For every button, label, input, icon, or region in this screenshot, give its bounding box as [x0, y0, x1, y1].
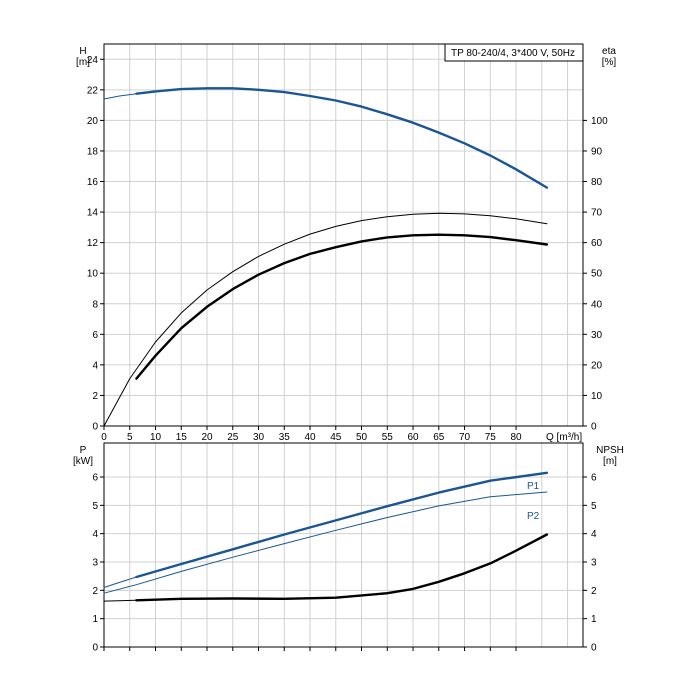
top-y-left-tick-label: 8	[92, 299, 98, 310]
top-x-tick-label: 10	[150, 432, 162, 443]
bottom-y-right-tick-label: 4	[591, 529, 597, 540]
bottom-series-line-1	[135, 471, 549, 579]
y-right-unit-top: [%]	[602, 57, 617, 68]
top-x-tick-label: 0	[101, 432, 107, 443]
top-series	[103, 87, 549, 427]
top-x-tick-label: 15	[176, 432, 188, 443]
bottom-y-right-tick-label: 5	[591, 501, 597, 512]
top-y-left-tick-label: 12	[87, 238, 99, 249]
top-y-left-tick-label: 10	[87, 269, 99, 280]
top-x-tick-label: 65	[433, 432, 445, 443]
bottom-y-left-tick-label: 4	[92, 529, 98, 540]
top-x-tick-label: 25	[227, 432, 239, 443]
top-axis-ticks: 0246810121416182022240102030405060708090…	[87, 55, 608, 443]
top-y-right-tick-label: 10	[591, 391, 603, 402]
chart-title: TP 80-240/4, 3*400 V, 50Hz	[451, 48, 575, 59]
top-y-right-tick-label: 30	[591, 330, 603, 341]
top-y-right-tick-label: 0	[591, 422, 597, 433]
bottom-grid	[104, 443, 583, 647]
top-y-left-tick-label: 22	[87, 85, 99, 96]
title-box: TP 80-240/4, 3*400 V, 50Hz	[444, 43, 584, 62]
bottom-y-left-tick-label: 2	[92, 586, 98, 597]
top-y-right-tick-label: 90	[591, 146, 603, 157]
bottom-y-left-tick-label: 1	[92, 614, 98, 625]
top-y-right-tick-label: 100	[591, 116, 608, 127]
bottom-y-left-tick-label: 5	[92, 501, 98, 512]
bottom-y-right-tick-label: 6	[591, 473, 597, 484]
top-y-left-tick-label: 18	[87, 146, 99, 157]
y-right-label-bottom: NPSH	[596, 445, 624, 456]
y-left-label-bottom: P	[80, 445, 87, 456]
top-y-right-tick-label: 50	[591, 269, 603, 280]
top-x-tick-label: 60	[407, 432, 419, 443]
top-series-line-2	[103, 212, 548, 427]
y-right-label-top: eta	[602, 46, 616, 57]
top-x-tick-label: 80	[510, 432, 522, 443]
bottom-y-left-tick-label: 3	[92, 558, 98, 569]
top-series-line-0	[103, 93, 137, 100]
top-x-tick-label: 20	[201, 432, 213, 443]
bottom-series-line-2	[103, 491, 548, 594]
bottom-axis-ticks: 0 1 2 3 4 5 6 0 1 2 3 4 5 6	[92, 473, 597, 654]
y-left-label-top: H	[79, 46, 86, 57]
y-left-unit-top: [m]	[76, 57, 90, 68]
top-y-left-tick-label: 16	[87, 177, 99, 188]
series-label-p1: P1	[527, 481, 540, 492]
top-y-right-tick-label: 80	[591, 177, 603, 188]
top-y-left-tick-label: 4	[92, 360, 98, 371]
top-y-left-tick-label: 20	[87, 116, 99, 127]
top-x-tick-label: 40	[304, 432, 316, 443]
bottom-y-right-tick-label: 1	[591, 614, 597, 625]
top-y-right-tick-label: 70	[591, 208, 603, 219]
y-right-unit-bottom: [m]	[603, 456, 617, 467]
top-series-line-3	[135, 233, 549, 380]
top-y-left-tick-label: 24	[87, 55, 99, 66]
series-label-p2: P2	[527, 511, 540, 522]
top-x-tick-label: 70	[459, 432, 471, 443]
top-y-right-tick-label: 60	[591, 238, 603, 249]
bottom-y-right-tick-label: 3	[591, 558, 597, 569]
top-y-right-tick-label: 20	[591, 360, 603, 371]
y-left-unit-bottom: [kW]	[73, 456, 93, 467]
top-series-line-1	[135, 87, 549, 189]
top-y-left-tick-label: 0	[92, 422, 98, 433]
bottom-series-line-4	[135, 533, 549, 602]
bottom-series-line-0	[103, 576, 137, 588]
top-x-tick-label: 75	[485, 432, 497, 443]
top-y-right-tick-label: 40	[591, 299, 603, 310]
bottom-y-left-tick-label: 0	[92, 643, 98, 654]
top-y-left-tick-label: 14	[87, 208, 99, 219]
top-plot-frame	[103, 43, 584, 427]
top-x-tick-label: 45	[330, 432, 342, 443]
top-x-tick-label: 35	[279, 432, 291, 443]
bottom-y-right-tick-label: 2	[591, 586, 597, 597]
title-box-frame	[444, 43, 584, 62]
top-x-tick-label: 30	[253, 432, 265, 443]
bottom-series	[103, 471, 549, 602]
top-x-tick-label: 5	[127, 432, 133, 443]
top-x-tick-label: 50	[356, 432, 368, 443]
bottom-y-left-tick-label: 6	[92, 473, 98, 484]
bottom-plot-frame	[103, 442, 584, 648]
top-x-tick-label: 55	[382, 432, 394, 443]
bottom-series-line-3	[103, 599, 137, 602]
top-y-left-tick-label: 6	[92, 330, 98, 341]
x-axis-label: Q [m³/h]	[546, 432, 582, 443]
top-y-left-tick-label: 2	[92, 391, 98, 402]
bottom-y-right-tick-label: 0	[591, 643, 597, 654]
